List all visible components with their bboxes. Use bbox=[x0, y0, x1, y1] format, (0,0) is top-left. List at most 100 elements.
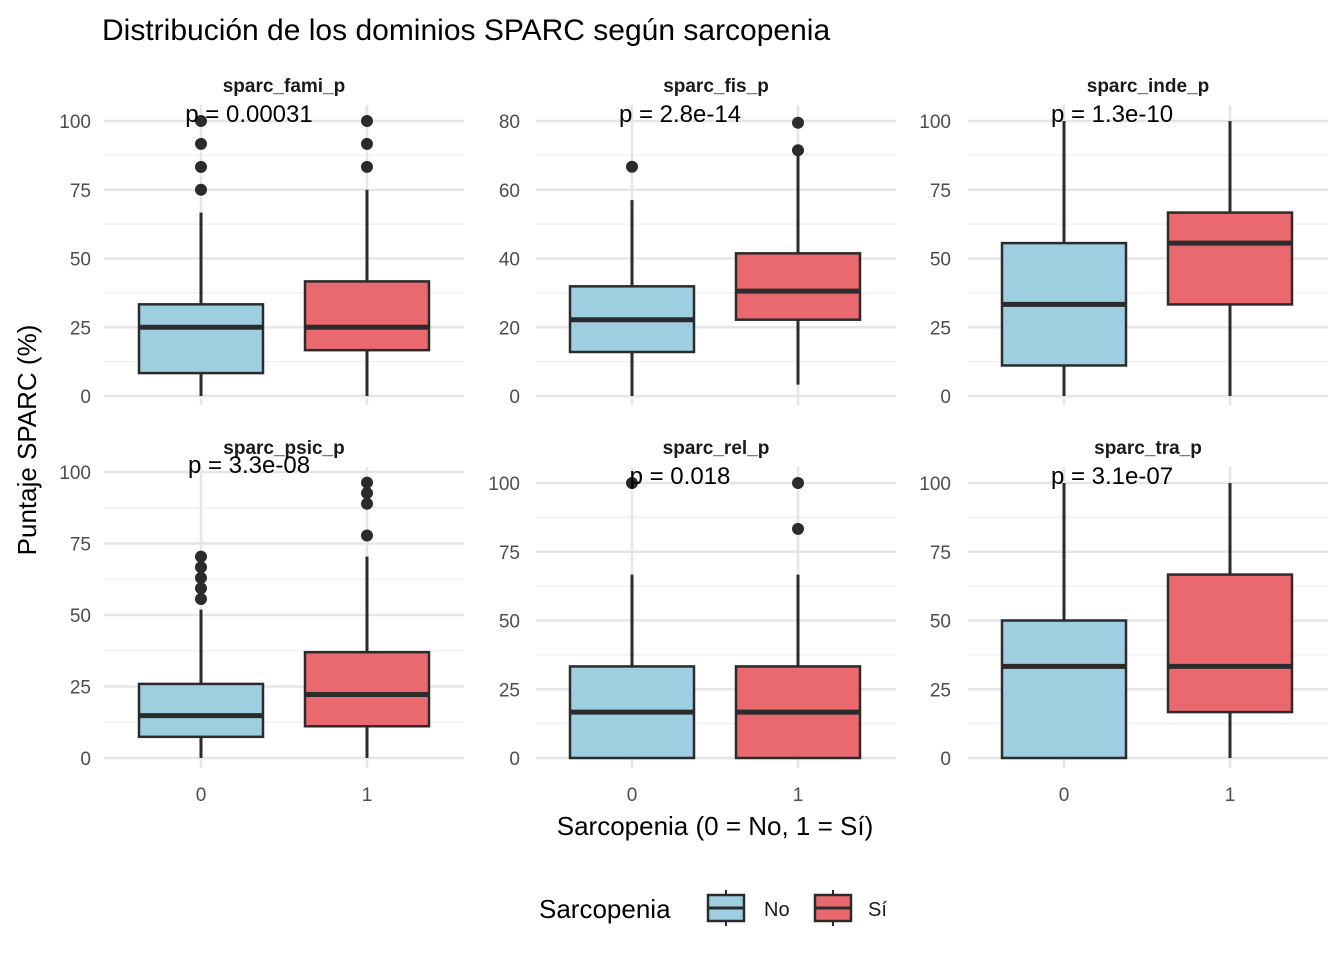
legend-key-no: No bbox=[706, 890, 790, 926]
facet-sparc_psic_p: sparc_psic_p 0 25 50 75 100 p = 3.3e-08 0 1 bbox=[59, 438, 464, 806]
legend-key-si: Sí bbox=[813, 890, 887, 926]
legend-title: Sarcopenia bbox=[539, 894, 671, 924]
outlier-point bbox=[792, 144, 804, 157]
y-tick-label: 100 bbox=[919, 474, 951, 495]
x-tick-label: 1 bbox=[793, 785, 804, 806]
outlier-point bbox=[195, 582, 207, 595]
facet-strip-title: sparc_inde_p bbox=[1087, 76, 1210, 97]
facet-sparc_rel_p: sparc_rel_p 0 25 50 75 100 p = 0.018 0 1 bbox=[488, 438, 896, 806]
outlier-point bbox=[361, 487, 373, 500]
box-iqr bbox=[137, 303, 265, 375]
box-no bbox=[1000, 121, 1128, 396]
y-tick-label: 50 bbox=[70, 606, 91, 627]
facet-strip-title: sparc_fis_p bbox=[663, 76, 769, 97]
x-tick-label: 0 bbox=[627, 785, 638, 806]
facet-sparc_fami_p: sparc_fami_p 0 25 50 75 100 p = 0.00031 bbox=[59, 76, 464, 408]
y-tick-label: 75 bbox=[930, 543, 951, 564]
legend-label: Sí bbox=[868, 899, 887, 921]
y-tick-label: 75 bbox=[930, 181, 951, 202]
y-tick-label: 0 bbox=[80, 387, 91, 408]
y-tick-label: 0 bbox=[940, 387, 951, 408]
y-tick-label: 75 bbox=[499, 543, 520, 564]
y-tick-label: 0 bbox=[80, 749, 91, 770]
box-iqr bbox=[303, 650, 431, 728]
box-iqr bbox=[1166, 211, 1294, 306]
box-si bbox=[734, 116, 862, 385]
facet-strip-title: sparc_rel_p bbox=[663, 438, 770, 459]
y-tick-label: 0 bbox=[940, 749, 951, 770]
outlier-point bbox=[361, 137, 373, 150]
y-tick-label: 100 bbox=[919, 112, 951, 133]
y-tick-label: 25 bbox=[930, 318, 951, 339]
box-no bbox=[1000, 483, 1128, 760]
outlier-point bbox=[792, 477, 804, 489]
y-tick-label: 50 bbox=[70, 250, 91, 271]
y-tick-label: 0 bbox=[509, 387, 520, 408]
box-si bbox=[1166, 121, 1294, 396]
outlier-point bbox=[195, 137, 207, 150]
y-tick-label: 25 bbox=[930, 680, 951, 701]
legend: Sarcopenia No Sí bbox=[539, 890, 887, 926]
outlier-point bbox=[195, 160, 207, 173]
outlier-point bbox=[361, 529, 373, 542]
outlier-point bbox=[626, 160, 638, 173]
y-tick-label: 20 bbox=[499, 318, 520, 339]
facet-strip-title: sparc_fami_p bbox=[223, 76, 346, 97]
y-tick-label: 75 bbox=[70, 181, 91, 202]
chart-title: Distribución de los dominios SPARC según… bbox=[102, 14, 830, 47]
y-tick-label: 60 bbox=[499, 181, 520, 202]
outlier-point bbox=[195, 115, 207, 127]
y-tick-label: 0 bbox=[509, 749, 520, 770]
box-si bbox=[303, 115, 431, 396]
outlier-point bbox=[195, 571, 207, 584]
y-tick-label: 25 bbox=[70, 318, 91, 339]
y-axis-title: Puntaje SPARC (%) bbox=[12, 325, 42, 556]
box-si bbox=[1166, 483, 1294, 758]
x-tick-label: 0 bbox=[1059, 785, 1070, 806]
box-no bbox=[568, 477, 696, 760]
p-value-label: p = 2.8e-14 bbox=[619, 101, 741, 128]
y-tick-label: 50 bbox=[499, 612, 520, 633]
box-si bbox=[734, 477, 862, 760]
facet-sparc_fis_p: sparc_fis_p 0 20 40 60 80 p = 2.8e-14 bbox=[499, 76, 896, 408]
box-iqr bbox=[137, 682, 265, 739]
x-tick-label: 1 bbox=[362, 785, 373, 806]
outlier-point bbox=[626, 477, 638, 489]
legend-label: No bbox=[764, 899, 790, 921]
y-tick-label: 75 bbox=[70, 535, 91, 556]
outlier-point bbox=[361, 160, 373, 173]
y-tick-label: 40 bbox=[499, 250, 520, 271]
facet-sparc_tra_p: sparc_tra_p 0 25 50 75 100 p = 3.1e-07 0 1 bbox=[919, 438, 1328, 806]
facet-strip-title: sparc_tra_p bbox=[1094, 438, 1202, 459]
x-tick-label: 1 bbox=[1225, 785, 1236, 806]
outlier-point bbox=[195, 550, 207, 563]
box-no bbox=[137, 550, 265, 758]
outlier-point bbox=[361, 115, 373, 127]
box-si bbox=[303, 476, 431, 758]
y-tick-label: 80 bbox=[499, 112, 520, 133]
p-value-label: p = 0.018 bbox=[630, 463, 731, 490]
x-tick-label: 0 bbox=[196, 785, 207, 806]
y-tick-label: 50 bbox=[930, 612, 951, 633]
box-no bbox=[568, 160, 696, 396]
y-tick-label: 50 bbox=[930, 250, 951, 271]
y-tick-label: 100 bbox=[488, 474, 520, 495]
y-tick-label: 25 bbox=[499, 680, 520, 701]
outlier-point bbox=[792, 116, 804, 129]
facet-sparc_inde_p: sparc_inde_p 0 25 50 75 100 p = 1.3e-10 bbox=[919, 76, 1328, 408]
p-value-label: p = 3.1e-07 bbox=[1051, 463, 1173, 490]
p-value-label: p = 0.00031 bbox=[185, 101, 312, 128]
y-tick-label: 100 bbox=[59, 463, 91, 484]
p-value-label: p = 1.3e-10 bbox=[1051, 101, 1173, 128]
box-iqr bbox=[1000, 619, 1128, 760]
box-iqr bbox=[1166, 573, 1294, 714]
outlier-point bbox=[792, 522, 804, 535]
p-value-label: p = 3.3e-08 bbox=[188, 452, 310, 479]
outlier-point bbox=[195, 592, 207, 605]
outlier-point bbox=[361, 476, 373, 489]
box-iqr bbox=[303, 280, 431, 352]
box-iqr bbox=[734, 252, 862, 321]
facet-strip-title: sparc_psic_p bbox=[223, 438, 344, 459]
